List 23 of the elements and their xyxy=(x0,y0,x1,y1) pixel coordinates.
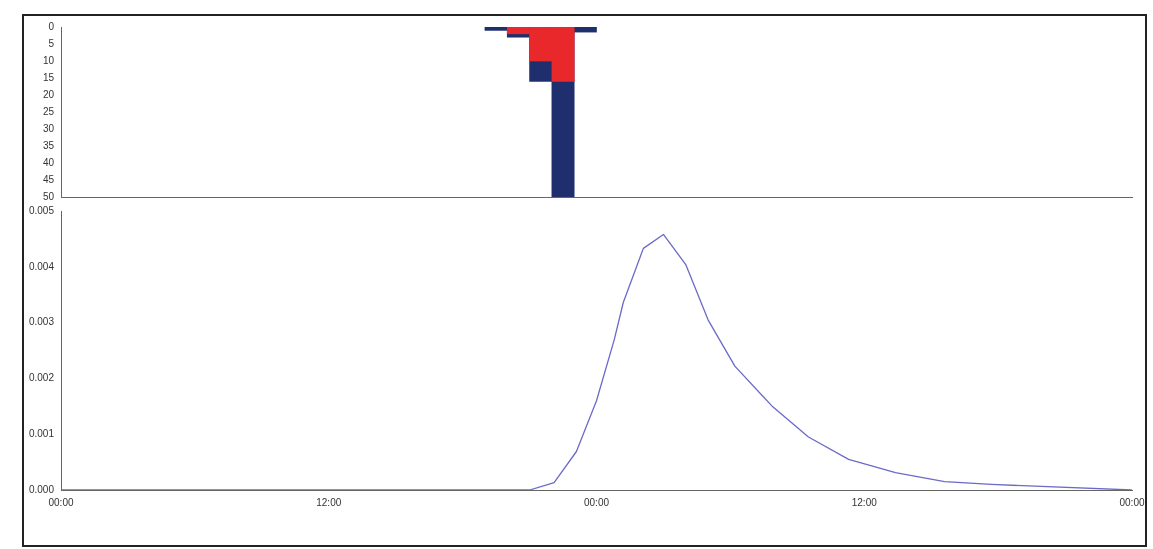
y-tick-label: 25 xyxy=(42,105,55,117)
y-tick-label: 0.001 xyxy=(28,427,55,439)
y-tick-label: 0.003 xyxy=(28,316,55,328)
x-tick-label: 00:00 xyxy=(48,496,74,508)
x-tick-label: 12:00 xyxy=(851,496,878,508)
y-tick-label: 0.005 xyxy=(28,204,55,216)
x-tick-label: 12:00 xyxy=(316,496,342,508)
y-tick-label: 0.004 xyxy=(28,260,55,272)
y-tick-label: 50 xyxy=(42,190,55,202)
y-tick-label: 45 xyxy=(42,173,55,185)
y-tick-label: 15 xyxy=(42,71,55,83)
x-tick-label: 00:00 xyxy=(583,496,610,508)
y-tick-label: 10 xyxy=(42,54,55,66)
y-tick-label: 30 xyxy=(42,122,55,134)
y-tick-label: 5 xyxy=(48,37,55,49)
bar xyxy=(484,27,508,31)
y-tick-label: 0 xyxy=(48,20,55,32)
y-tick-label: 0.000 xyxy=(28,483,55,495)
y-tick-label: 20 xyxy=(42,88,55,100)
y-tick-label: 35 xyxy=(42,139,55,151)
x-tick-label: 00:00 xyxy=(1119,496,1145,508)
y-tick-label: 40 xyxy=(42,156,55,168)
y-tick-label: 0.002 xyxy=(28,372,55,384)
